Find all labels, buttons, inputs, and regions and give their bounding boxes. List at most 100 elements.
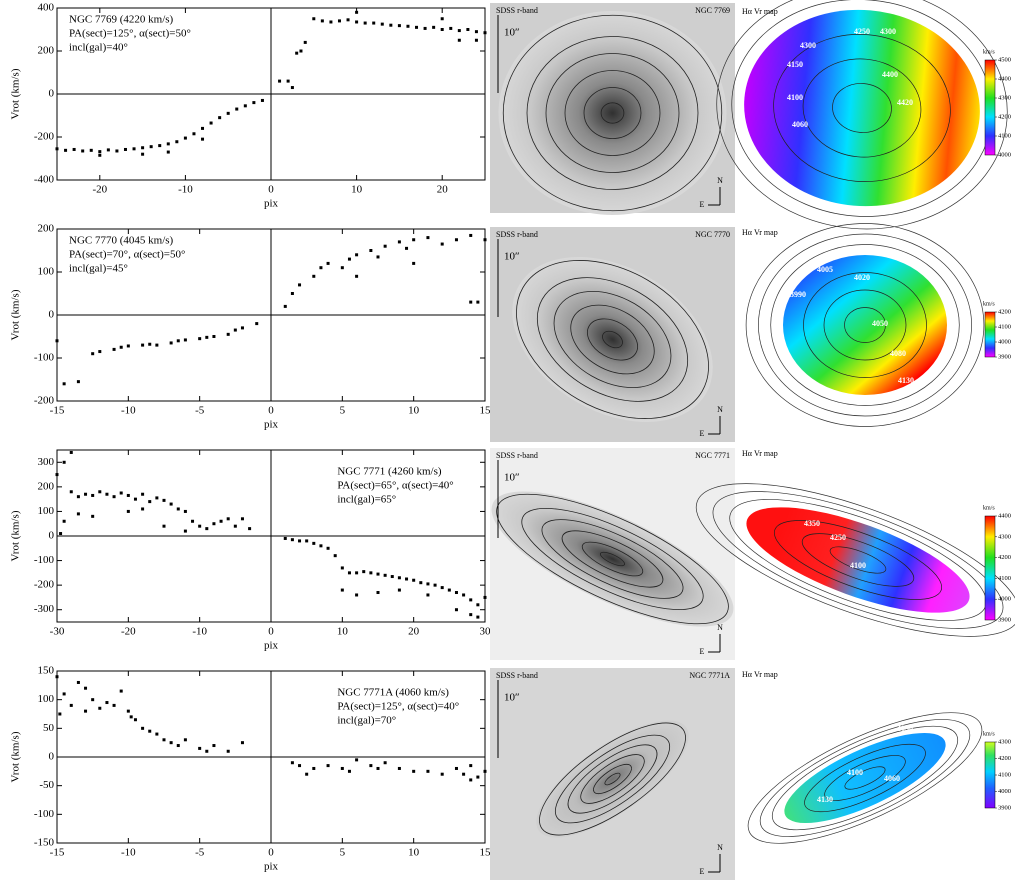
galaxy-glow (491, 491, 734, 627)
data-point (329, 20, 333, 24)
data-point (226, 111, 230, 115)
contour-label: 4100 (850, 561, 866, 570)
contour-label: 4050 (872, 319, 888, 328)
scale-label: 10″ (504, 692, 520, 704)
data-point (469, 764, 473, 768)
colorbar-unit: km/s (983, 49, 995, 55)
data-point (126, 509, 130, 513)
data-point (205, 749, 209, 753)
contour-label: 4030 (897, 724, 913, 733)
data-point (474, 38, 478, 42)
data-point (219, 519, 223, 523)
data-point (98, 490, 102, 494)
data-point (76, 380, 80, 384)
y-tick-label: 100 (38, 505, 55, 517)
data-point (141, 507, 145, 511)
data-point (383, 573, 387, 577)
data-point (298, 764, 302, 768)
data-point (98, 153, 102, 157)
data-point (149, 145, 153, 149)
east-label: E (700, 647, 705, 656)
colorbar-tick-label: 3900 (998, 616, 1011, 623)
data-point (440, 772, 444, 776)
data-point (397, 576, 401, 580)
annotation: PA(sect)=125°, α(sect)=50° (69, 28, 191, 40)
data-point (158, 144, 162, 148)
east-label: E (700, 200, 705, 209)
data-point (440, 28, 444, 31)
x-tick-label: 15 (480, 847, 492, 859)
y-tick-label: 0 (49, 88, 55, 100)
colorbar-tick-label: 4100 (998, 132, 1011, 139)
data-point (183, 509, 187, 513)
galaxy-glow (512, 257, 713, 422)
data-point (440, 242, 444, 246)
data-point (383, 244, 387, 248)
data-point (412, 578, 416, 582)
data-point (483, 238, 487, 242)
data-point (369, 764, 373, 768)
data-point (132, 147, 136, 151)
data-point (312, 17, 316, 21)
data-point (148, 729, 152, 733)
data-point (469, 613, 473, 617)
data-point (84, 492, 88, 496)
data-point (397, 240, 401, 244)
y-tick-label: 200 (38, 45, 55, 57)
map-title: Hα Vr map (742, 7, 778, 16)
data-point (91, 514, 95, 518)
colorbar-tick-label: 4100 (998, 575, 1011, 582)
colorbar-tick-label: 4100 (998, 323, 1011, 330)
outer-contour (770, 244, 960, 406)
data-point (243, 104, 247, 108)
inner-contour (844, 307, 886, 343)
data-point (141, 343, 145, 347)
data-point (89, 148, 93, 152)
colorbar-tick-label: 4000 (998, 151, 1011, 158)
inner-contour (823, 289, 907, 361)
data-point (141, 726, 145, 730)
colorbar-tick-label: 4000 (998, 596, 1011, 603)
data-point (412, 769, 416, 773)
data-point (226, 517, 230, 521)
band-label: SDSS r-band (496, 6, 538, 15)
inner-contour (829, 546, 887, 574)
x-tick-label: 10 (408, 847, 420, 859)
outer-contour (758, 233, 972, 417)
data-point (212, 744, 216, 748)
data-point (340, 266, 344, 270)
data-point (355, 274, 359, 278)
data-point (240, 326, 244, 330)
data-point (62, 382, 66, 386)
data-point (126, 344, 130, 348)
x-tick-label: 30 (480, 626, 492, 638)
data-point (58, 712, 62, 716)
data-point (290, 86, 294, 90)
x-tick-label: 10 (351, 184, 363, 196)
contour-label: 4100 (787, 93, 803, 102)
data-point (369, 249, 373, 252)
data-point (252, 101, 256, 105)
data-point (212, 335, 216, 338)
data-point (432, 25, 436, 29)
data-point (205, 527, 209, 531)
data-point (112, 703, 116, 707)
data-point (298, 283, 302, 287)
data-point (76, 512, 80, 516)
x-tick-label: 0 (268, 405, 274, 417)
colorbar (984, 515, 996, 621)
data-point (483, 769, 487, 773)
contour (580, 754, 645, 804)
contour (593, 763, 632, 795)
data-point (176, 744, 180, 748)
x-axis-label: pix (264, 198, 279, 210)
data-point (286, 79, 290, 83)
data-point (389, 23, 393, 27)
scale-label: 10″ (504, 27, 520, 39)
data-point (355, 593, 359, 597)
inner-contour (804, 743, 926, 813)
contour-label: 4060 (884, 774, 900, 783)
data-point (295, 51, 299, 55)
data-point (397, 766, 401, 770)
